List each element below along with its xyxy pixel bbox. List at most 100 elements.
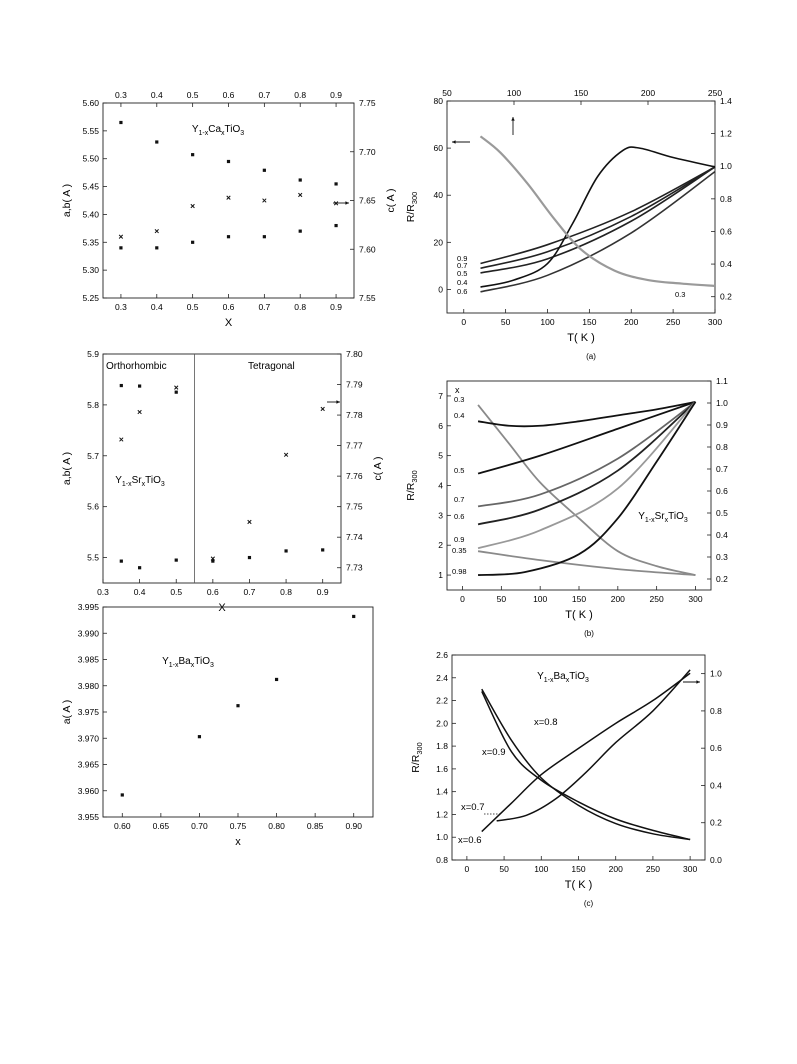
x-tick-label: 0	[465, 864, 470, 874]
top-tick-label: 200	[641, 88, 655, 98]
data-point	[283, 452, 289, 457]
x-tick-label: 0.4	[134, 587, 146, 597]
chart-ba_resistance: 0 50 100 150 200 250 300 0.8 1.0 1.2 1.4 1.6 1.8 2.0 2…	[410, 650, 722, 908]
series-line	[481, 691, 691, 841]
data-point	[119, 383, 123, 388]
x-tick-label: 0.3	[115, 302, 127, 312]
subscript: 300	[410, 192, 419, 204]
data-point	[352, 614, 356, 619]
x-tick-label: 300	[708, 317, 722, 327]
text-run: Ba	[179, 656, 192, 667]
y-tick-label: 5.40	[82, 209, 99, 219]
y2-axis-title: c( A )	[372, 457, 384, 481]
y2-tick-label: 7.78	[346, 410, 363, 420]
curve-label: 0.6	[454, 512, 464, 521]
series-line	[496, 669, 691, 822]
x-tick-label: 0.60	[114, 821, 131, 831]
data-point	[334, 223, 338, 228]
y2-tick-label: 1.0	[720, 161, 732, 171]
data-point	[118, 234, 124, 239]
data-point	[119, 246, 123, 250]
y-tick-label: 3.980	[78, 681, 100, 691]
x-tick-label: 0.6	[207, 587, 219, 597]
y-axis-title: R/R300	[410, 742, 424, 772]
y-tick-label: 1.8	[436, 741, 448, 751]
data-point	[262, 235, 266, 239]
x-tick-label: 250	[646, 864, 660, 874]
y-tick-label: 1	[438, 570, 443, 580]
text-run: Y	[192, 124, 199, 135]
y2-tick-label: 0.4	[710, 780, 722, 790]
text-run: c( A )	[385, 189, 397, 213]
y-tick-label: 5.6	[87, 502, 99, 512]
y-tick-label: 1.2	[436, 809, 448, 819]
text-run: X	[218, 602, 226, 614]
y2-tick-label: 0.8	[720, 194, 732, 204]
data-point	[236, 704, 240, 708]
data-point	[137, 409, 142, 415]
y2-tick-label: 1.4	[720, 96, 732, 106]
text-run: R/R	[405, 482, 417, 501]
subscript: 1-x	[645, 517, 655, 524]
x-tick-label: 0.4	[151, 302, 163, 312]
x-tick-label: 0	[460, 594, 465, 604]
axis-arrow-head	[696, 680, 700, 684]
text-run: TiO	[225, 124, 241, 135]
data-point	[298, 229, 302, 233]
y-tick-label: 5.25	[82, 293, 99, 303]
y-tick-label: 0.8	[436, 855, 448, 865]
y2-tick-label: 7.55	[359, 293, 376, 303]
series-line	[480, 166, 716, 265]
top-tick-label: 0.5	[187, 90, 199, 100]
x-axis-title: T( K )	[565, 879, 593, 891]
y2-tick-label: 7.76	[346, 471, 363, 481]
x-tick-label: 0.6	[223, 302, 235, 312]
text-run: a,b( A )	[61, 452, 73, 485]
y2-tick-label: 0.6	[720, 226, 732, 236]
curve-label: 0.7	[457, 261, 467, 270]
data-point	[197, 735, 202, 739]
data-point	[120, 793, 124, 797]
text-run: T( K )	[565, 609, 593, 621]
chart-sr_resistance: 0 50 100 150 200 250 300 1 2 3 4 5 6 7 0.2 0.3 0.4 0.5 0.6…	[405, 376, 728, 638]
y2-tick-label: 0.6	[710, 743, 722, 753]
text-run: T( K )	[565, 879, 593, 891]
y-tick-label: 5.35	[82, 237, 99, 247]
y2-tick-label: 1.0	[710, 669, 722, 679]
y2-tick-label: 0.0	[710, 855, 722, 865]
series-line	[477, 401, 696, 428]
data-point	[190, 203, 195, 209]
x-tick-label: 50	[499, 864, 509, 874]
y-tick-label: 3.975	[78, 707, 100, 717]
y2-tick-label: 7.60	[359, 244, 376, 254]
x-tick-label: 250	[666, 317, 680, 327]
y2-tick-label: 0.4	[716, 530, 728, 540]
series-line	[481, 688, 691, 841]
text-run: Sr	[132, 475, 143, 486]
formula-label: Y1-xSrxTiO3	[115, 475, 165, 488]
x-axis-title: T( K )	[565, 609, 593, 621]
y-tick-label: 6	[438, 421, 443, 431]
panel-label: (c)	[584, 899, 594, 908]
region-label: Orthorhombic	[106, 361, 167, 372]
data-point	[226, 159, 231, 164]
y-tick-label: 1.6	[436, 764, 448, 774]
x-tick-label: 0.65	[153, 821, 170, 831]
y-tick-label: 5.7	[87, 451, 99, 461]
data-point	[174, 390, 178, 394]
plot-frame	[446, 380, 712, 591]
text-run: a( A )	[61, 700, 73, 725]
y-tick-label: 2.4	[436, 673, 448, 683]
y-axis-title: a,b( A )	[61, 184, 73, 217]
x-tick-label: 300	[683, 864, 697, 874]
text-run: X	[225, 317, 233, 329]
y2-tick-label: 7.65	[359, 196, 376, 206]
text-run: Ba	[554, 671, 567, 682]
subscript: 3	[161, 481, 165, 488]
y2-tick-label: 1.2	[720, 129, 732, 139]
series-line	[480, 166, 716, 274]
curve-label: x=0.9	[482, 747, 506, 758]
data-point	[119, 559, 123, 563]
top-tick-label: 50	[442, 88, 452, 98]
top-tick-label: 0.9	[330, 90, 342, 100]
